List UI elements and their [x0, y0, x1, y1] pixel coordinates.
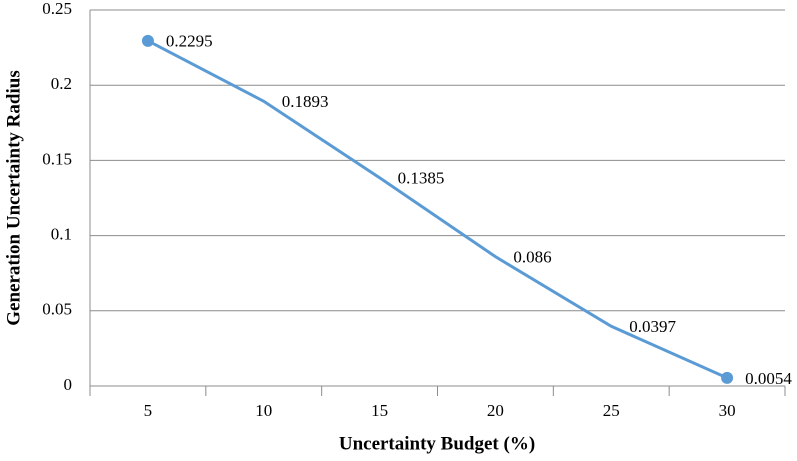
data-label: 0.0397	[629, 317, 676, 336]
point-marker	[141, 34, 154, 47]
y-axis-title: Generation Uncertainty Radius	[3, 70, 24, 325]
x-tick-label: 10	[255, 401, 272, 420]
data-label: 0.086	[513, 248, 551, 267]
data-line	[147, 39, 728, 380]
x-tick-label: 20	[487, 401, 504, 420]
data-label: 0.2295	[166, 32, 213, 51]
y-tick-label: 0	[64, 375, 73, 394]
x-tick-label: 15	[371, 401, 388, 420]
data-label: 0.1893	[282, 92, 329, 111]
data-label: 0.1385	[398, 169, 445, 188]
x-axis-title: Uncertainty Budget (%)	[339, 433, 535, 454]
y-tick-label: 0.05	[42, 300, 72, 319]
x-tick-label: 25	[603, 401, 620, 420]
y-tick-label: 0.15	[42, 149, 72, 168]
data-label: 0.0054	[745, 369, 792, 388]
y-tick-label: 0.2	[51, 74, 72, 93]
x-tick-label: 30	[719, 401, 736, 420]
y-tick-label: 0.1	[51, 225, 72, 244]
y-tick-label: 0.25	[42, 0, 72, 18]
point-marker	[721, 371, 734, 384]
x-tick-label: 5	[144, 401, 153, 420]
